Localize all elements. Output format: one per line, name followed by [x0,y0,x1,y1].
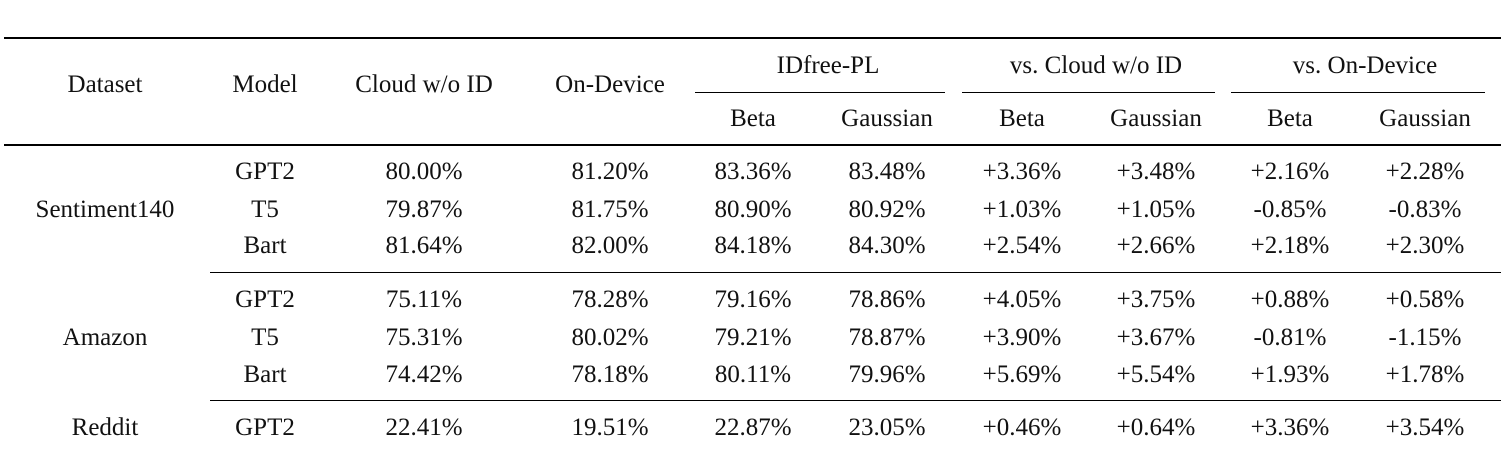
value-cell: +5.69% [982,361,1062,388]
model-cell: Bart [243,232,287,259]
value-cell: 78.87% [848,324,926,351]
value-cell: +3.36% [1250,414,1330,441]
value-cell: 79.16% [714,286,792,313]
value-cell: 75.31% [385,324,463,351]
header-model: Model [232,71,298,98]
value-cell: +2.16% [1250,158,1330,185]
value-cell: 80.00% [385,158,463,185]
value-cell: 81.75% [571,196,649,223]
model-cell: GPT2 [235,286,295,313]
subheader-gaussian: Gaussian [841,105,933,132]
value-cell: +3.48% [1116,158,1196,185]
model-cell: T5 [251,196,279,223]
value-cell: 81.64% [385,232,463,259]
value-cell: 80.02% [571,324,649,351]
value-cell: 80.11% [714,361,792,388]
value-cell: 79.96% [848,361,926,388]
value-cell: 80.92% [848,196,926,223]
value-cell: 22.87% [714,414,792,441]
group-divider-rule [210,272,1501,273]
value-cell: +1.78% [1385,361,1465,388]
value-cell: 84.30% [848,232,926,259]
vs-on-device-underline [1231,92,1485,93]
subheader-beta: Beta [1267,105,1313,132]
value-cell: +3.54% [1385,414,1465,441]
value-cell: +2.66% [1116,232,1196,259]
value-cell: 83.36% [714,158,792,185]
value-cell: +3.36% [982,158,1062,185]
header-vs-on-device: vs. On-Device [1292,52,1438,79]
header-vs-cloud: vs. Cloud w/o ID [1009,52,1183,79]
dataset-label: Sentiment140 [35,196,175,223]
header-idfree-pl: IDfree-PL [776,52,880,79]
model-cell: Bart [243,361,287,388]
value-cell: -0.85% [1253,196,1327,223]
value-cell: 83.48% [848,158,926,185]
value-cell: +2.30% [1385,232,1465,259]
dataset-label: Amazon [62,324,148,351]
value-cell: -0.81% [1253,324,1327,351]
value-cell: 82.00% [571,232,649,259]
subheader-gaussian: Gaussian [1110,105,1202,132]
subheader-gaussian: Gaussian [1379,105,1471,132]
header-on-device: On-Device [555,71,665,98]
header-cloud-wo-id: Cloud w/o ID [355,71,493,98]
value-cell: +0.64% [1116,414,1196,441]
value-cell: 79.21% [714,324,792,351]
value-cell: +1.03% [982,196,1062,223]
dataset-label: Reddit [71,414,139,441]
value-cell: 22.41% [385,414,463,441]
value-cell: 80.90% [714,196,792,223]
model-cell: GPT2 [235,158,295,185]
value-cell: 75.11% [385,286,463,313]
value-cell: +1.05% [1116,196,1196,223]
value-cell: -0.83% [1388,196,1462,223]
value-cell: -1.15% [1388,324,1462,351]
value-cell: +2.54% [982,232,1062,259]
value-cell: 78.18% [571,361,649,388]
vs-cloud-underline [962,92,1215,93]
value-cell: 23.05% [848,414,926,441]
value-cell: 81.20% [571,158,649,185]
value-cell: +3.67% [1116,324,1196,351]
group-divider-rule [210,400,1501,401]
subheader-beta: Beta [730,105,776,132]
header-dataset: Dataset [67,71,143,98]
value-cell: +0.88% [1250,286,1330,313]
top-rule [4,37,1501,39]
value-cell: 78.28% [571,286,649,313]
model-cell: GPT2 [235,414,295,441]
value-cell: 19.51% [571,414,649,441]
value-cell: +2.18% [1250,232,1330,259]
header-bottom-rule [4,144,1501,146]
value-cell: +4.05% [982,286,1062,313]
subheader-beta: Beta [999,105,1045,132]
value-cell: 78.86% [848,286,926,313]
value-cell: +2.28% [1385,158,1465,185]
value-cell: 84.18% [714,232,792,259]
value-cell: +0.58% [1385,286,1465,313]
value-cell: +0.46% [982,414,1062,441]
value-cell: 79.87% [385,196,463,223]
value-cell: +3.75% [1116,286,1196,313]
value-cell: +3.90% [982,324,1062,351]
value-cell: +5.54% [1116,361,1196,388]
idfree-pl-underline [695,92,945,93]
value-cell: +1.93% [1250,361,1330,388]
value-cell: 74.42% [385,361,463,388]
model-cell: T5 [251,324,279,351]
